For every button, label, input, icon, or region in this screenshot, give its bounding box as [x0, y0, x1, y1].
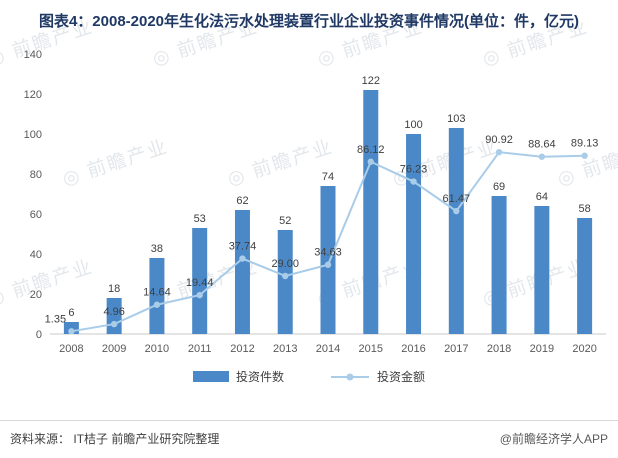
bar	[448, 128, 464, 335]
line-point	[239, 255, 246, 262]
line-value-label: 4.96	[103, 306, 124, 318]
y-axis-tick-label: 100	[24, 129, 42, 141]
source-text: IT桔子 前瞻产业研究院整理	[73, 432, 220, 446]
line-value-label: 14.64	[143, 287, 171, 299]
bar-value-label: 52	[279, 215, 291, 227]
bar-value-label: 100	[404, 119, 422, 131]
line-series-swatch-icon	[331, 373, 369, 381]
chart-legend: 投资件数 投资金额	[0, 368, 618, 385]
line-value-label: 34.63	[314, 247, 342, 259]
x-axis-tick-label: 2013	[273, 343, 297, 355]
line-point	[110, 321, 118, 328]
y-axis-tick-label: 80	[30, 169, 42, 181]
line-value-label: 19.44	[186, 277, 214, 289]
bar-value-label: 58	[578, 203, 590, 215]
line-point	[410, 178, 417, 185]
chart-title: 图表4：2008-2020年生化法污水处理装置行业企业投资事件情况(单位：件，亿…	[38, 13, 580, 30]
line-value-label: 29.00	[271, 258, 299, 270]
y-axis-tick-label: 20	[30, 289, 42, 301]
source-note: 资料来源： IT桔子 前瞻产业研究院整理	[10, 430, 219, 447]
y-axis-tick-label: 40	[30, 249, 42, 261]
line-value-label: 61.47	[443, 193, 471, 205]
y-axis-tick-label: 140	[24, 49, 42, 61]
line-value-label: 37.74	[229, 241, 257, 253]
bar	[320, 186, 336, 335]
bar-value-label: 38	[151, 243, 163, 255]
bar-value-label: 69	[493, 181, 505, 193]
legend-item-bars: 投资件数	[192, 368, 284, 385]
y-axis-tick-label: 120	[24, 89, 42, 101]
x-axis-tick-label: 2014	[316, 343, 340, 355]
chart: 0 20 40 60 80 100 120 140 2008 2009 2010 2011 2012 20…	[24, 49, 606, 355]
source-prefix: 资料来源：	[10, 432, 71, 446]
bar-series-swatch-icon	[192, 371, 229, 383]
x-axis-tick-label: 2017	[444, 343, 468, 355]
bar	[534, 206, 550, 335]
footer: 资料来源： IT桔子 前瞻产业研究院整理 @前瞻经济学人APP	[0, 420, 618, 458]
line-point	[196, 292, 203, 299]
line-point	[68, 328, 75, 335]
line-point	[324, 261, 332, 269]
x-axis-tick-label: 2010	[145, 343, 169, 355]
bar	[363, 90, 379, 335]
line-point	[538, 153, 546, 161]
line-value-label: 1.35	[45, 314, 66, 326]
x-axis-tick-label: 2009	[102, 343, 126, 355]
x-axis-tick-label: 2008	[59, 343, 83, 355]
y-axis-tick-label: 60	[30, 209, 42, 221]
y-axis-tick-label: 0	[36, 329, 42, 341]
bar-value-label: 53	[194, 213, 206, 225]
line-value-label: 89.13	[571, 138, 599, 150]
bar	[192, 228, 208, 335]
line-point	[453, 208, 460, 215]
bar	[577, 218, 593, 335]
x-axis-tick-label: 2019	[530, 343, 554, 355]
line-point	[282, 273, 289, 280]
bar-value-label: 74	[322, 171, 334, 183]
line-value-label: 90.92	[485, 134, 513, 146]
bar	[149, 258, 165, 335]
line-point	[367, 158, 374, 166]
credit-text: @前瞻经济学人APP	[499, 432, 608, 446]
x-axis-tick-label: 2012	[230, 343, 254, 355]
x-axis-tick-label: 2015	[359, 343, 383, 355]
line-point	[495, 149, 503, 156]
legend-bars-label: 投资件数	[235, 370, 284, 385]
bar-value-label: 103	[447, 113, 465, 125]
line-value-label: 88.64	[528, 139, 556, 151]
bar	[234, 210, 250, 335]
x-axis-tick-label: 2018	[487, 343, 511, 355]
bar-value-label: 18	[108, 283, 120, 295]
line-point	[153, 301, 161, 309]
legend-line-label: 投资金额	[377, 370, 426, 385]
line-value-label: 86.12	[357, 144, 385, 156]
bar-value-label: 122	[362, 75, 380, 87]
bar	[491, 196, 507, 335]
bar-value-label: 62	[236, 195, 248, 207]
line-point	[581, 152, 588, 160]
x-axis-tick-label: 2011	[188, 343, 212, 355]
x-axis-tick-label: 2016	[401, 343, 425, 355]
bar-value-label: 6	[68, 307, 74, 319]
x-axis-tick-label: 2020	[572, 343, 596, 355]
legend-item-line: 投资金额	[330, 368, 425, 385]
line-value-label: 76.23	[400, 164, 428, 176]
bar-value-label: 64	[536, 191, 548, 203]
bar	[277, 230, 293, 335]
